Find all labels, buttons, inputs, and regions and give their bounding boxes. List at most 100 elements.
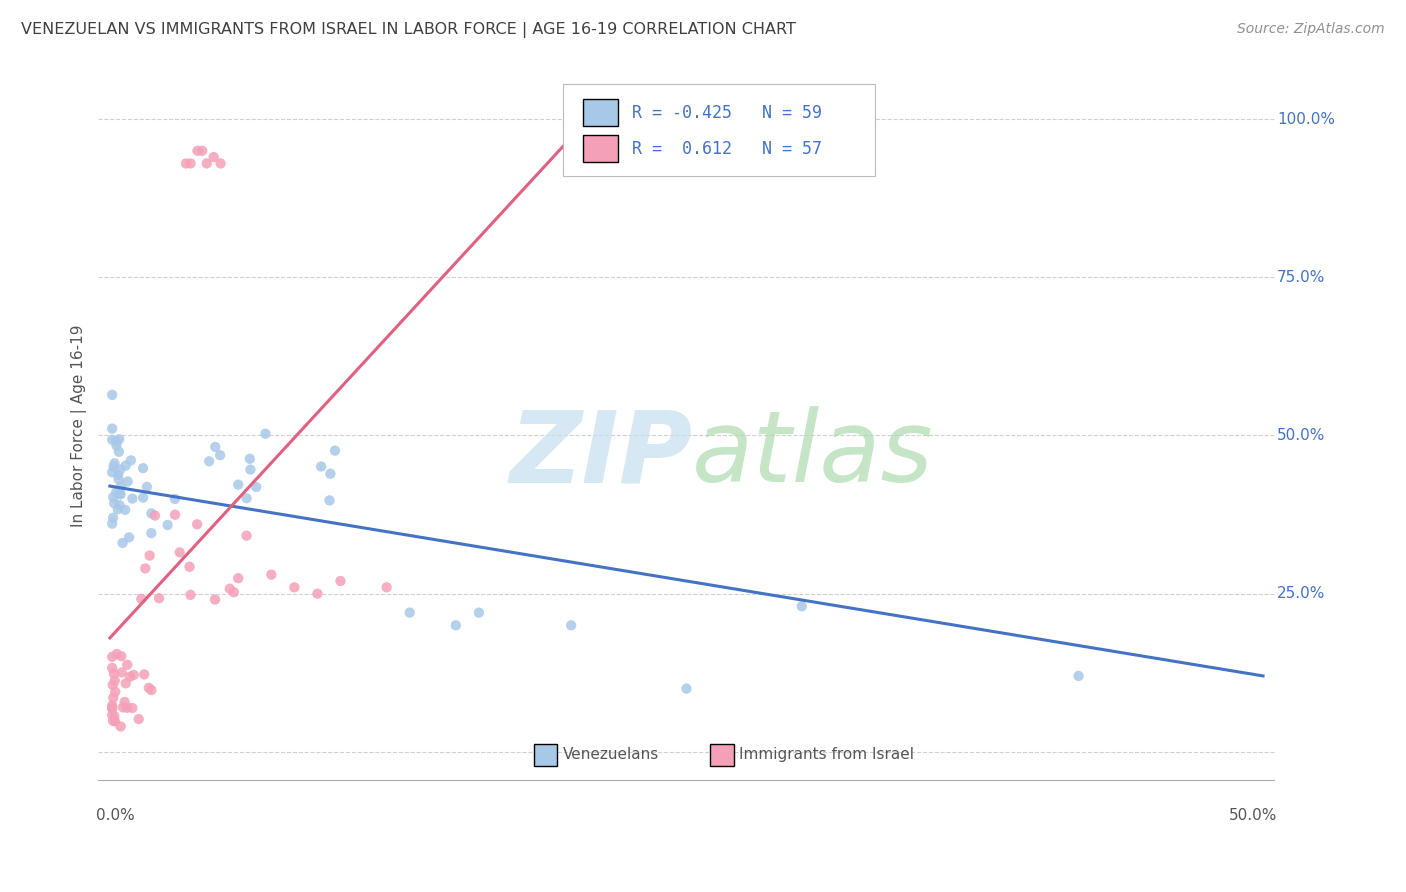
Point	[108, 498, 131, 512]
Point	[235, 491, 257, 506]
Point	[132, 461, 155, 475]
Point	[118, 670, 141, 684]
Point	[179, 588, 201, 602]
Point	[191, 144, 214, 158]
Point	[790, 599, 813, 614]
Text: 100.0%: 100.0%	[1277, 112, 1334, 127]
Text: 50.0%: 50.0%	[1277, 428, 1326, 443]
Point	[260, 567, 283, 582]
FancyBboxPatch shape	[583, 99, 619, 127]
Point	[209, 156, 232, 170]
Point	[135, 480, 157, 494]
FancyBboxPatch shape	[583, 135, 619, 162]
Text: 25.0%: 25.0%	[1277, 586, 1326, 601]
Text: R = -0.425   N = 59: R = -0.425 N = 59	[633, 103, 823, 122]
Point	[115, 657, 138, 672]
Point	[226, 571, 249, 585]
Point	[169, 545, 191, 559]
Point	[202, 150, 225, 164]
Point	[375, 580, 398, 594]
Point	[163, 491, 186, 506]
Point	[141, 507, 163, 521]
Text: Immigrants from Israel: Immigrants from Israel	[740, 747, 914, 763]
Point	[115, 700, 138, 714]
Point	[103, 709, 125, 723]
Point	[204, 440, 226, 454]
Text: Venezuelans: Venezuelans	[562, 747, 659, 763]
Point	[101, 422, 124, 436]
Point	[104, 714, 127, 729]
Point	[107, 472, 129, 486]
Text: ZIP: ZIP	[509, 406, 692, 503]
Point	[195, 156, 218, 170]
Point	[110, 487, 132, 501]
Point	[235, 529, 257, 543]
Text: 50.0%: 50.0%	[1229, 808, 1278, 823]
Point	[120, 453, 142, 467]
Point	[141, 683, 163, 698]
Point	[104, 673, 127, 688]
Point	[114, 695, 136, 709]
Point	[101, 678, 124, 692]
Point	[156, 518, 179, 533]
Point	[101, 714, 124, 728]
Point	[108, 462, 131, 476]
Point	[103, 459, 125, 474]
Point	[111, 700, 134, 714]
Point	[134, 667, 156, 681]
Point	[111, 536, 134, 550]
Point	[163, 508, 186, 522]
Point	[101, 698, 124, 713]
Point	[110, 480, 132, 494]
Point	[105, 647, 128, 661]
Point	[108, 486, 131, 500]
Point	[101, 701, 124, 715]
Point	[110, 649, 132, 664]
Point	[107, 502, 129, 516]
Point	[107, 467, 129, 482]
Point	[132, 491, 155, 505]
Point	[122, 668, 145, 682]
Point	[239, 451, 262, 466]
Point	[186, 517, 208, 532]
Point	[111, 665, 134, 680]
Point	[198, 454, 221, 468]
Point	[138, 681, 160, 695]
Point	[131, 591, 153, 606]
Point	[108, 444, 131, 458]
Point	[318, 493, 340, 508]
Point	[103, 666, 125, 681]
Point	[239, 462, 262, 476]
Point	[307, 587, 329, 601]
Point	[398, 606, 420, 620]
Point	[309, 459, 332, 474]
Point	[128, 712, 150, 726]
Point	[101, 516, 124, 531]
Point	[105, 439, 128, 453]
Point	[105, 434, 128, 449]
Point	[319, 467, 342, 481]
Point	[180, 156, 202, 170]
Point	[179, 559, 201, 574]
Point	[121, 701, 143, 715]
Text: Source: ZipAtlas.com: Source: ZipAtlas.com	[1237, 22, 1385, 37]
Point	[103, 690, 125, 705]
Point	[118, 530, 141, 544]
Point	[101, 708, 124, 723]
Text: R =  0.612   N = 57: R = 0.612 N = 57	[633, 139, 823, 158]
Point	[209, 448, 232, 462]
Point	[204, 592, 226, 607]
Point	[329, 574, 352, 588]
Text: 0.0%: 0.0%	[96, 808, 135, 823]
Point	[101, 466, 124, 480]
Point	[101, 510, 124, 524]
Point	[254, 426, 277, 441]
Point	[323, 443, 346, 458]
Text: VENEZUELAN VS IMMIGRANTS FROM ISRAEL IN LABOR FORCE | AGE 16-19 CORRELATION CHAR: VENEZUELAN VS IMMIGRANTS FROM ISRAEL IN …	[21, 22, 796, 38]
Text: atlas: atlas	[692, 406, 934, 503]
Point	[245, 480, 267, 494]
Point	[143, 508, 166, 523]
Point	[101, 433, 124, 447]
Point	[468, 606, 491, 620]
Point	[174, 156, 197, 170]
